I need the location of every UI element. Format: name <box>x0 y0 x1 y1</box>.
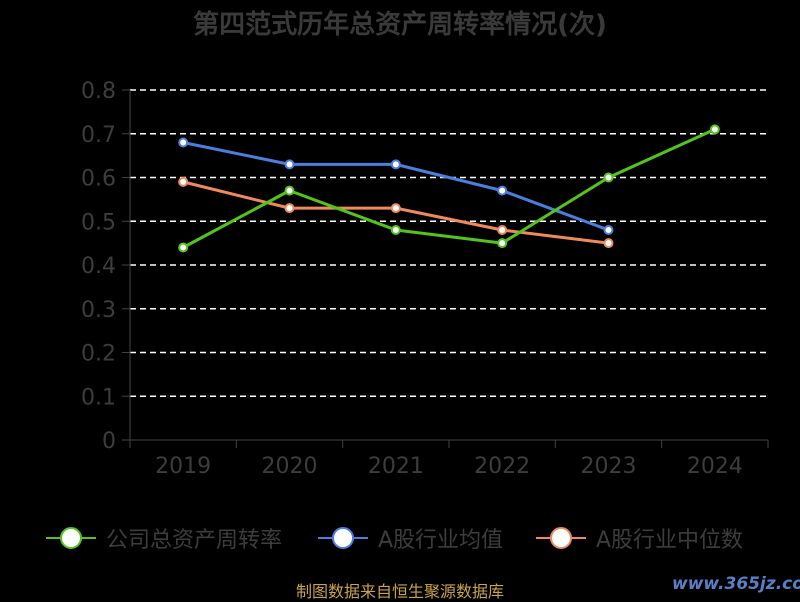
data-point <box>603 238 614 249</box>
legend-marker-industry-median <box>536 527 586 549</box>
data-point <box>603 225 614 235</box>
legend-marker-company <box>46 527 96 549</box>
series-2 <box>178 176 614 249</box>
data-point <box>497 185 508 196</box>
y-tick-label: 0.7 <box>81 123 116 148</box>
series-line <box>182 128 716 249</box>
data-point <box>709 124 720 135</box>
data-point <box>603 172 614 183</box>
y-tick-label: 0.5 <box>81 210 116 235</box>
series-1 <box>178 137 614 235</box>
series-0 <box>178 124 720 253</box>
legend-label-company: 公司总资产周转率 <box>106 528 283 553</box>
axes <box>122 89 769 448</box>
x-tick-label: 2020 <box>262 454 318 479</box>
legend: 公司总资产周转率 A股行业均值 A股行业中位数 <box>0 518 800 558</box>
data-point <box>390 225 401 235</box>
y-tick-label: 0.4 <box>81 254 116 279</box>
legend-label-industry-median: A股行业中位数 <box>596 528 744 553</box>
legend-item-industry-median[interactable]: A股行业中位数 <box>536 518 743 558</box>
legend-marker-industry-mean <box>318 527 368 549</box>
legend-item-industry-mean[interactable]: A股行业均值 <box>318 518 503 558</box>
y-tick-label: 0 <box>102 429 116 454</box>
data-point <box>390 159 401 170</box>
chart-title: 第四范式历年总资产周转率情况(次) <box>193 10 607 40</box>
data-point <box>284 185 295 196</box>
x-tick-label: 2021 <box>368 454 424 479</box>
data-point <box>497 238 508 249</box>
y-tick-label: 0.8 <box>81 79 116 104</box>
data-point <box>178 176 189 187</box>
y-tick-label: 0.1 <box>81 385 116 410</box>
data-point <box>497 225 508 235</box>
x-tick-label: 2024 <box>687 454 743 479</box>
x-tick-label: 2019 <box>155 454 211 479</box>
data-point <box>390 203 401 214</box>
x-tick-label: 2022 <box>474 454 530 479</box>
gridlines <box>130 89 768 397</box>
legend-item-company[interactable]: 公司总资产周转率 <box>46 518 282 558</box>
data-point <box>178 137 189 148</box>
x-tick-label: 2023 <box>581 454 637 479</box>
y-tick-label: 0.6 <box>81 167 116 192</box>
source-note: 制图数据来自恒生聚源数据库 <box>295 582 504 601</box>
tick-labels: 0 0.1 0.2 0.3 0.4 0.5 0.6 0.7 0.8 2019 2020 2021 202… <box>81 79 743 479</box>
series-lines <box>178 124 720 253</box>
y-tick-label: 0.2 <box>81 342 116 367</box>
data-point <box>284 203 295 214</box>
legend-label-industry-mean: A股行业均值 <box>378 528 504 553</box>
data-point <box>178 242 189 253</box>
y-tick-label: 0.3 <box>81 298 116 323</box>
watermark: www.365jz.com <box>672 574 800 594</box>
data-point <box>284 159 295 170</box>
